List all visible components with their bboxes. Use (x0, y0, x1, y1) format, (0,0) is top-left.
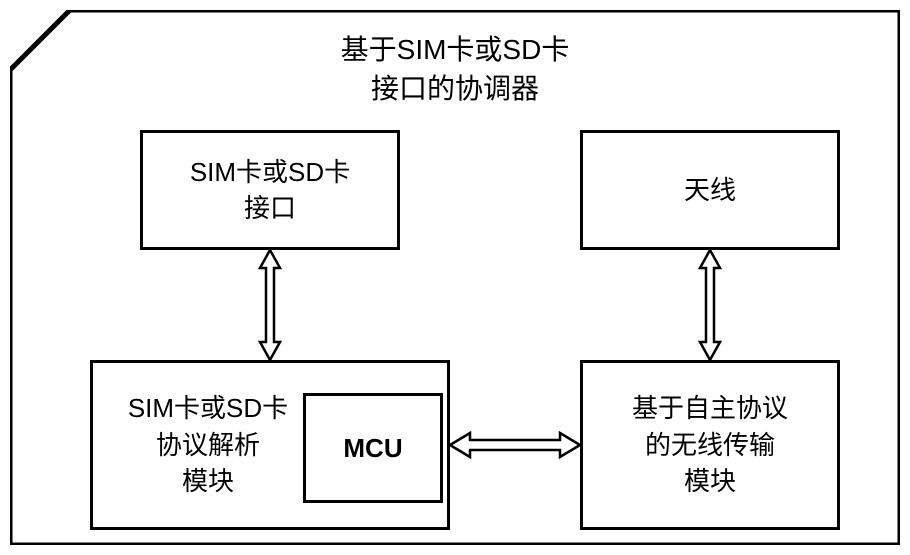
node-sim-interface: SIM卡或SD卡 接口 (140, 130, 400, 250)
title-line-2: 接口的协调器 (371, 73, 539, 104)
antenna-label: 天线 (684, 172, 736, 208)
wireless-label: 基于自主协议 的无线传输 模块 (632, 390, 788, 499)
sim-interface-label: SIM卡或SD卡 接口 (190, 154, 350, 227)
diagram-title: 基于SIM卡或SD卡 接口的协调器 (10, 30, 900, 108)
diagram-container: 基于SIM卡或SD卡 接口的协调器 SIM卡或SD卡 接口 天线 SIM卡或SD… (10, 10, 900, 545)
node-wireless: 基于自主协议 的无线传输 模块 (580, 360, 840, 530)
node-mcu: MCU (303, 393, 443, 503)
node-parser: SIM卡或SD卡 协议解析 模块 MCU (90, 360, 450, 530)
arrow-antenna-to-wireless (690, 250, 730, 360)
mcu-label: MCU (343, 430, 402, 466)
title-line-1: 基于SIM卡或SD卡 (341, 34, 570, 65)
parser-label: SIM卡或SD卡 协议解析 模块 (113, 390, 303, 499)
arrow-parser-to-wireless (450, 425, 580, 465)
node-antenna: 天线 (580, 130, 840, 250)
arrow-interface-to-parser (250, 250, 290, 360)
